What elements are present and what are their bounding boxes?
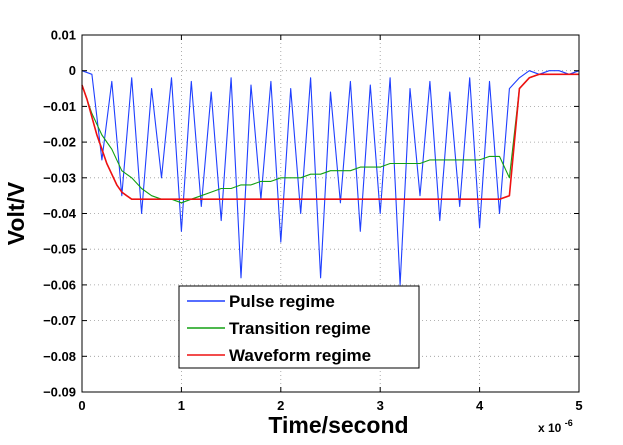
y-tick-label: 0 [69,63,76,78]
x-tick-label: 1 [178,398,185,413]
legend: Pulse regime Transition regime Waveform re… [178,285,420,369]
x-axis-title: Time/second [268,412,408,438]
x-axis-multiplier-exponent: -6 [565,418,573,428]
series-line-1 [81,70,580,286]
y-tick-label: −0.09 [43,385,76,400]
y-tick-label: −0.04 [43,206,77,221]
y-tick-label: −0.01 [43,99,76,114]
x-axis-multiplier-base: x 10 [538,421,562,435]
legend-label: Transition regime [229,319,371,338]
ticks: 0 1 2 3 4 5 0.01 0 −0.01 −0.02 −0.03 −0.04 −0.05 −0.0… [43,28,583,414]
y-tick-label: 0.01 [51,28,76,43]
y-tick-label: −0.07 [43,313,76,328]
series-group [81,70,580,286]
x-tick-label: 2 [277,398,284,413]
y-tick-label: −0.05 [43,242,76,257]
x-axis-multiplier: x 10 -6 [538,418,573,435]
x-tick-label: 3 [377,398,384,413]
series-line-3 [81,73,579,200]
y-tick-label: −0.08 [43,349,76,364]
y-tick-label: −0.06 [43,277,76,292]
x-tick-label: 4 [476,398,484,413]
y-tick-label: −0.03 [43,170,76,185]
x-tick-label: 0 [78,398,85,413]
legend-items: Pulse regime Transition regime Waveform re… [187,292,371,365]
x-tick-label: 5 [575,398,582,413]
y-tick-label: −0.02 [43,135,76,150]
y-axis-title: Volt/V [3,181,29,245]
legend-label: Pulse regime [229,292,335,311]
legend-label: Waveform regime [229,346,371,365]
